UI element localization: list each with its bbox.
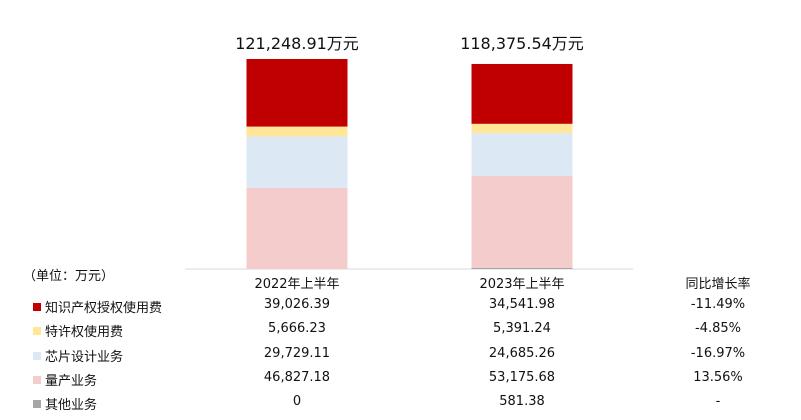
bar-segment <box>246 126 348 137</box>
legend-label: 其他业务 <box>45 398 98 413</box>
data-label: 581.38 <box>499 394 545 409</box>
data-label: 46,827.18 <box>263 370 331 385</box>
legend-label: 量产业务 <box>45 374 98 389</box>
data-label: 5,666.23 <box>268 321 326 336</box>
data-label: 24,685.26 <box>488 346 556 361</box>
bar-group <box>246 59 573 269</box>
growth-value: -16.97% <box>690 346 746 361</box>
legend-label: 芯片设计业务 <box>45 350 124 365</box>
bar-segment <box>471 267 573 269</box>
growth-value: -4.85% <box>695 321 741 336</box>
growth-value: 13.56% <box>693 370 743 385</box>
legend-swatch <box>33 327 41 335</box>
growth-header: 同比增长率 <box>685 277 751 292</box>
legend-swatch <box>33 303 41 311</box>
total-label-2023: 118,375.54万元 <box>460 34 584 53</box>
data-label: 0 <box>292 394 302 409</box>
data-label: 39,026.39 <box>263 297 331 312</box>
data-label: 29,729.11 <box>263 346 331 361</box>
bar-segment <box>246 59 348 127</box>
bar-segment <box>471 133 573 176</box>
bar-segment <box>246 136 348 188</box>
bar-segment <box>471 175 573 268</box>
data-label: 34,541.98 <box>488 297 556 312</box>
category-label-2022: 2022年上半年 <box>254 277 340 292</box>
growth-value: -11.49% <box>690 297 746 312</box>
growth-value: - <box>715 394 721 409</box>
legend-label: 知识产权授权使用费 <box>45 301 163 316</box>
data-label: 5,391.24 <box>493 321 551 336</box>
total-label-2022: 121,248.91万元 <box>235 34 359 53</box>
bar-segment <box>471 63 573 124</box>
unit-label: （单位：万元） <box>23 269 115 284</box>
legend-swatch <box>33 376 41 384</box>
category-label-2023: 2023年上半年 <box>479 277 565 292</box>
bar-segment <box>471 123 573 134</box>
bar-segment <box>246 187 348 269</box>
data-label: 53,175.68 <box>488 370 556 385</box>
legend-label: 特许权使用费 <box>45 325 124 340</box>
legend-swatch <box>33 400 41 408</box>
legend-swatch <box>33 352 41 360</box>
